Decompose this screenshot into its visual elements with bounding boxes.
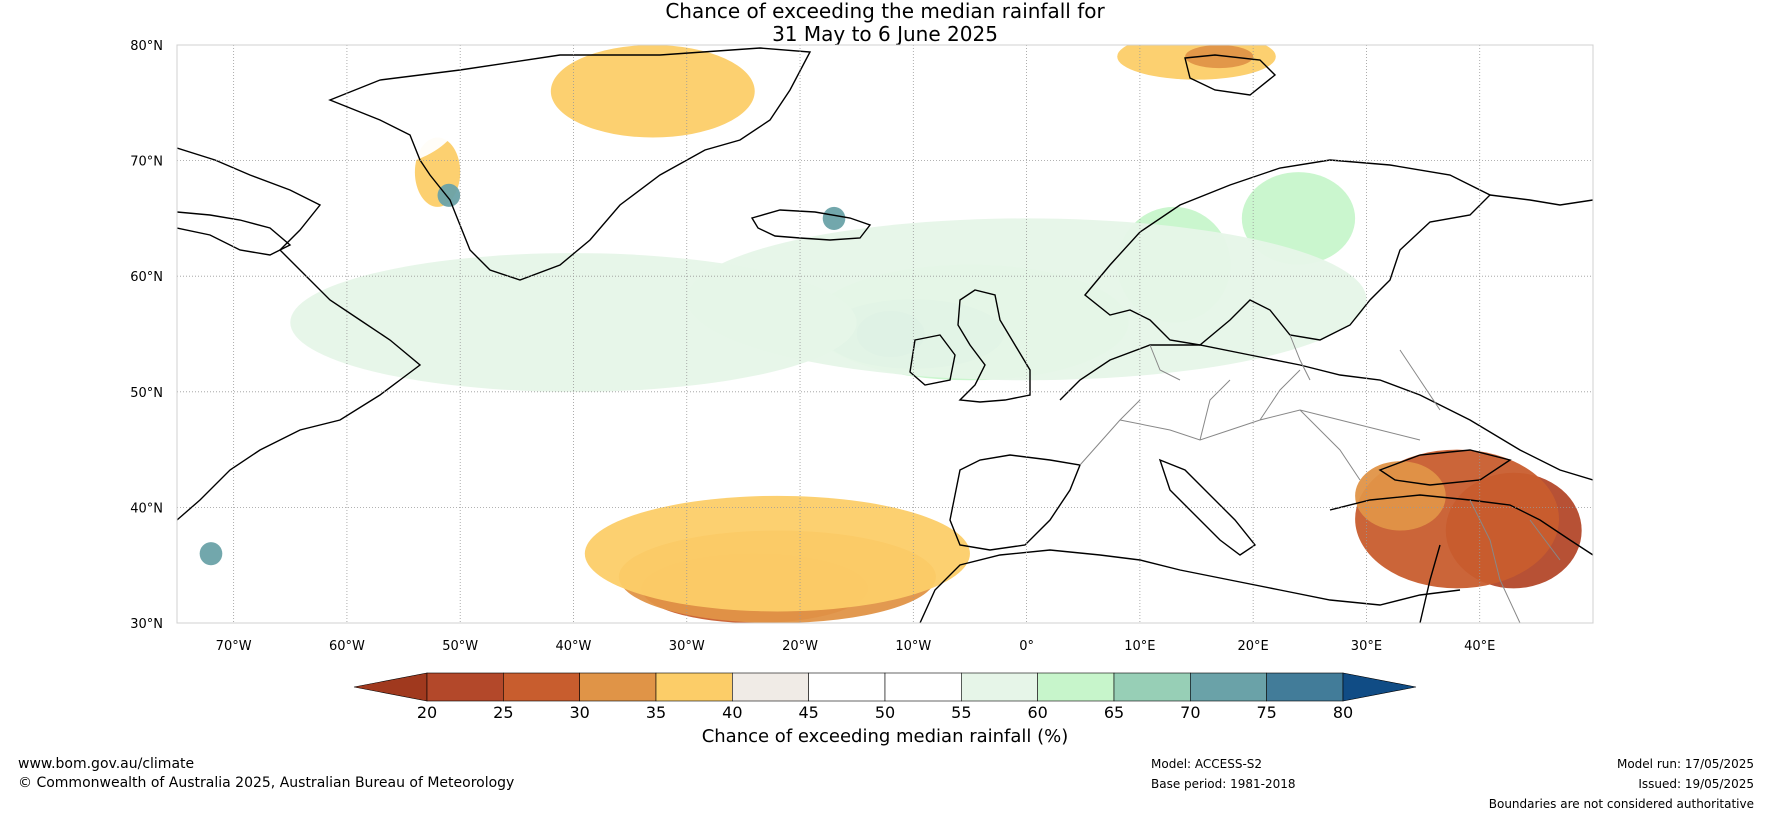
colorbar-segment (884, 672, 962, 702)
colorbar-tick: 35 (646, 703, 666, 722)
footer-model: Model: ACCESS-S2 (1151, 757, 1263, 771)
map-frame (176, 44, 1594, 624)
lon-label: 40°E (1464, 639, 1495, 654)
region-70-75 (199, 542, 223, 566)
longitude-labels: 70°W 60°W 50°W 40°W 30°W 20°W 10°W 0° 10°E 20°E 30… (216, 639, 1496, 654)
europe-coastline (1059, 344, 1593, 481)
lon-label: 30°W (669, 639, 705, 654)
colorbar-tick: 20 (417, 703, 437, 722)
title-line-1: Chance of exceeding the median rainfall … (665, 0, 1105, 23)
colorbar-tick: 70 (1180, 703, 1200, 722)
colorbar-tick: 45 (798, 703, 818, 722)
lon-label: 50°W (442, 639, 478, 654)
colorbar-tick: 55 (951, 703, 971, 722)
great-britain-coastline (957, 289, 1031, 403)
colorbar-tick: 30 (569, 703, 589, 722)
lon-label: 10°E (1124, 639, 1155, 654)
colorbar-segment (655, 672, 733, 702)
svalbard-coastline (1184, 54, 1277, 96)
lon-label: 70°W (216, 639, 252, 654)
lat-label: 40°N (130, 501, 163, 516)
colorbar-segment (579, 672, 657, 702)
colorbar: 20 25 30 35 40 45 50 55 60 65 70 75 80 (353, 672, 1417, 722)
region-55-60 (290, 253, 857, 392)
lon-label: 10°W (895, 639, 931, 654)
footer-copyright: © Commonwealth of Australia 2025, Austra… (18, 775, 515, 791)
footer-base-period: Base period: 1981-2018 (1151, 777, 1296, 791)
colorbar-segment (961, 672, 1038, 702)
lon-label: 20°W (782, 639, 818, 654)
lon-label: 60°W (329, 639, 365, 654)
region-30-35 (1355, 461, 1446, 531)
probability-shading (199, 45, 1582, 623)
border-lines (1079, 334, 1561, 623)
levant-coastline (1419, 544, 1441, 623)
iceland-coastline (750, 209, 872, 241)
greenland-coastline (328, 47, 812, 281)
colorbar-segment (426, 672, 504, 702)
colorbar-tick: 50 (875, 703, 895, 722)
black-sea-coastline (1378, 449, 1512, 486)
colorbar-segment (1037, 672, 1115, 702)
lat-label: 60°N (130, 270, 163, 285)
north-america-coastline (177, 147, 422, 521)
region-35-40 (584, 495, 970, 612)
baffin-coastline (177, 211, 292, 256)
ireland-coastline (909, 334, 956, 386)
map-title: Chance of exceeding the median rainfall … (45, 0, 1725, 46)
colorbar-extend-low (353, 672, 428, 702)
colorbar-extend-high (1342, 672, 1417, 702)
colorbar-tick: 25 (493, 703, 513, 722)
country-borders (1079, 334, 1561, 623)
colorbar-tick: 75 (1256, 703, 1276, 722)
title-line-2: 31 May to 6 June 2025 (772, 22, 998, 46)
iberia-coastline (949, 454, 1081, 551)
region-35-40 (550, 45, 755, 138)
colorbar-segment (732, 672, 809, 702)
region-30-35 (1185, 45, 1254, 69)
colorbar-segment (1113, 672, 1191, 702)
region-70-75 (437, 183, 461, 207)
colorbar-segment (1190, 672, 1267, 702)
colorbar-tick: 65 (1104, 703, 1124, 722)
region-60-65 (1241, 172, 1356, 265)
footer-website: www.bom.gov.au/climate (18, 756, 195, 772)
colorbar-segment (1266, 672, 1344, 702)
latitude-labels: 80°N 70°N 60°N 50°N 40°N 30°N (130, 39, 163, 632)
anatolia-coastline (1329, 494, 1593, 556)
colorbar-label: Chance of exceeding median rainfall (%) (701, 726, 1069, 747)
region-70-75 (822, 206, 846, 230)
footer-model-run: Model run: 17/05/2025 (1616, 757, 1754, 771)
italy-coastline (1158, 458, 1257, 556)
coastlines (177, 47, 1593, 623)
north-africa-coastline (919, 549, 1461, 623)
lat-label: 80°N (130, 39, 163, 54)
lon-label: 20°E (1238, 639, 1269, 654)
colorbar-tick: 80 (1333, 703, 1353, 722)
colorbar-segment (503, 672, 580, 702)
footer-issued: Issued: 19/05/2025 (1638, 777, 1754, 791)
colorbar-tick: 60 (1027, 703, 1047, 722)
colorbar-tick: 40 (722, 703, 742, 722)
lat-label: 30°N (130, 617, 163, 632)
region-55-60 (686, 218, 1367, 381)
colorbar-segment (808, 672, 886, 702)
lat-label: 70°N (130, 155, 163, 170)
lat-label: 50°N (130, 386, 163, 401)
russia-coastline (1489, 194, 1593, 206)
scandinavia-coastline (1084, 159, 1492, 346)
lon-label: 40°W (556, 639, 592, 654)
footer-disclaimer: Boundaries are not considered authoritat… (1488, 797, 1754, 811)
lon-label: 30°E (1351, 639, 1382, 654)
lon-label: 0° (1019, 639, 1034, 654)
